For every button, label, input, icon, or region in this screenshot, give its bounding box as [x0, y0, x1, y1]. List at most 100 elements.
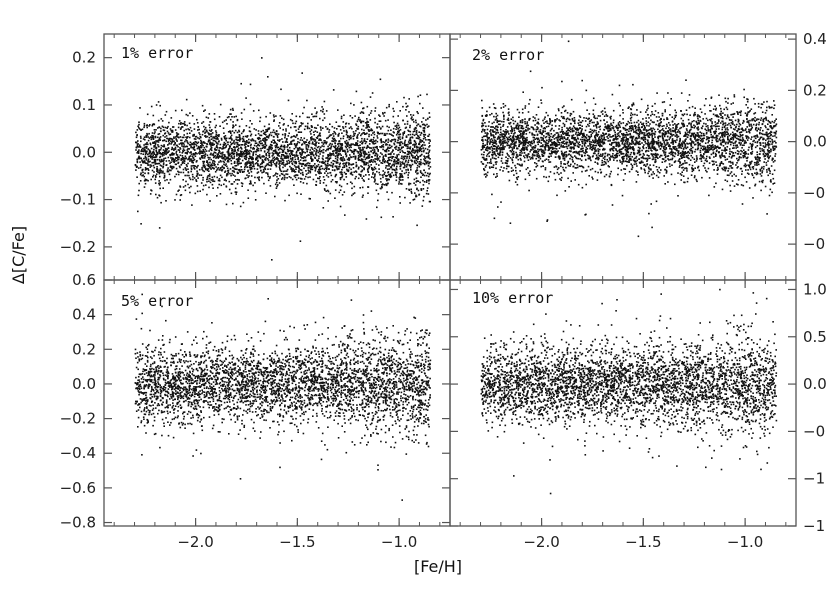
data-point — [301, 150, 303, 152]
data-point — [156, 168, 158, 170]
data-point — [168, 121, 170, 124]
data-point — [350, 168, 352, 171]
data-point — [274, 141, 276, 143]
data-point — [511, 159, 514, 162]
data-point — [272, 160, 275, 162]
data-point — [147, 164, 149, 166]
data-point — [677, 131, 679, 133]
data-point — [281, 133, 284, 136]
data-point — [178, 165, 181, 168]
data-point — [382, 176, 384, 179]
data-point — [141, 169, 144, 171]
data-point — [406, 150, 409, 153]
data-point — [405, 102, 407, 105]
data-point — [268, 123, 270, 126]
data-point — [689, 148, 691, 151]
data-point — [170, 148, 173, 151]
data-point — [420, 189, 423, 191]
data-point — [393, 159, 396, 161]
data-point — [245, 154, 248, 157]
data-point — [314, 139, 317, 141]
data-point — [372, 161, 374, 163]
data-point — [417, 135, 419, 137]
data-point — [698, 115, 700, 117]
data-point — [376, 155, 378, 158]
data-point — [319, 171, 321, 174]
data-point — [267, 136, 270, 139]
data-point — [288, 143, 291, 145]
data-point — [208, 113, 211, 115]
data-point — [329, 142, 332, 145]
data-point — [416, 167, 418, 169]
data-point — [159, 187, 161, 190]
data-point — [685, 167, 688, 169]
data-point — [249, 103, 252, 106]
data-point — [315, 136, 318, 139]
data-point — [203, 170, 206, 173]
data-point — [265, 144, 268, 147]
data-point — [215, 166, 217, 168]
data-point — [572, 134, 575, 136]
data-point — [370, 134, 373, 136]
data-point — [398, 129, 400, 132]
data-point — [642, 118, 644, 120]
data-point — [311, 159, 314, 162]
data-point — [138, 123, 140, 126]
data-point — [155, 162, 158, 165]
data-point — [729, 184, 731, 187]
data-point — [213, 151, 216, 154]
data-point — [281, 154, 283, 156]
data-point — [202, 157, 204, 159]
data-point — [427, 175, 430, 178]
data-point — [519, 154, 522, 157]
data-point — [340, 185, 343, 188]
data-point — [536, 128, 539, 131]
data-point — [250, 166, 253, 169]
data-point — [358, 173, 360, 176]
data-point — [252, 148, 254, 150]
data-point — [342, 127, 345, 130]
data-point — [391, 151, 393, 153]
data-point — [225, 119, 227, 121]
data-point — [401, 150, 404, 152]
data-point — [153, 146, 155, 148]
data-point — [171, 167, 173, 170]
data-point — [410, 150, 413, 152]
data-point — [327, 165, 329, 167]
data-point — [729, 190, 732, 192]
data-point — [402, 119, 404, 122]
data-point — [534, 138, 536, 140]
data-point — [657, 170, 659, 173]
data-point — [394, 146, 396, 149]
data-point — [488, 106, 491, 109]
data-point — [714, 147, 716, 149]
data-point — [358, 153, 361, 155]
data-point — [311, 148, 314, 150]
data-point — [204, 131, 207, 133]
data-point — [393, 163, 396, 165]
data-point — [224, 138, 227, 140]
data-point — [565, 151, 568, 153]
data-point — [363, 180, 365, 182]
data-point — [415, 162, 418, 165]
data-point — [247, 145, 250, 147]
data-point — [173, 148, 176, 150]
data-point — [717, 122, 719, 124]
data-point — [388, 133, 391, 135]
data-point — [230, 159, 232, 162]
data-point — [220, 139, 223, 141]
data-point — [238, 157, 240, 159]
data-point — [555, 153, 557, 155]
data-point — [419, 161, 421, 163]
data-point — [381, 174, 384, 176]
data-point — [396, 122, 399, 125]
data-point — [750, 138, 752, 140]
data-point — [248, 158, 250, 160]
data-point — [673, 118, 676, 120]
data-point — [290, 143, 293, 145]
data-point — [505, 129, 507, 131]
data-point — [394, 156, 397, 159]
data-point — [402, 132, 404, 134]
data-point — [601, 141, 603, 143]
data-point — [400, 147, 403, 150]
